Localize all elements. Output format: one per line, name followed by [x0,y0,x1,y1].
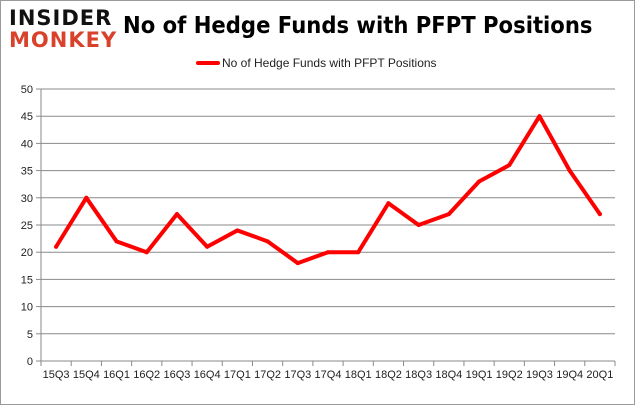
series-line [54,114,602,266]
data-point [477,179,482,184]
data-point [597,212,602,217]
logo-line1: INSIDER [9,6,113,30]
x-tick-label: 19Q3 [526,369,553,381]
y-tick-label: 0 [27,356,33,368]
data-point [144,250,149,255]
data-point [326,250,330,255]
x-tick-label: 16Q3 [163,369,190,381]
x-tick-label: 18Q4 [435,369,462,381]
x-tick-label: 15Q3 [43,369,70,381]
x-tick-label: 17Q3 [284,369,311,381]
y-tick-label: 10 [21,302,33,314]
data-point [114,239,119,244]
x-tick-label: 15Q4 [73,369,100,381]
x-tick-label: 17Q2 [254,369,281,381]
x-tick-label: 16Q4 [194,369,221,381]
x-tick-label: 17Q1 [224,369,251,381]
data-point [205,244,210,249]
data-point [265,239,270,244]
y-tick-label: 5 [27,329,33,341]
data-point [416,223,421,227]
insider-monkey-logo: INSIDER MONKEY [9,7,119,57]
x-tick-label: 18Q3 [405,369,432,381]
data-point [507,163,512,168]
y-tick-label: 40 [21,138,33,150]
legend-swatch [196,61,220,65]
x-tick-label: 17Q4 [315,369,342,381]
data-point [235,228,240,233]
x-tick-label: 18Q2 [375,369,402,381]
data-point [386,201,391,206]
data-point [537,114,542,119]
y-tick-label: 15 [21,274,33,286]
y-tick-label: 30 [21,193,33,205]
x-tick-label: 18Q1 [345,369,372,381]
y-tick-label: 50 [21,84,33,96]
data-point [174,212,179,217]
x-tick-label: 19Q4 [556,369,583,381]
y-tick-label: 25 [21,220,33,232]
data-point [295,261,300,266]
x-tick-label: 16Q1 [103,369,130,381]
y-tick-label: 20 [21,247,33,259]
chart-title: No of Hedge Funds with PFPT Positions [123,13,593,39]
x-tick-label: 20Q1 [586,369,613,381]
logo-line2: MONKEY [9,28,118,52]
data-point [54,244,59,249]
x-tick-label: 19Q1 [466,369,493,381]
data-point [446,212,451,217]
data-point [84,195,89,200]
y-tick-label: 35 [21,166,33,178]
legend: No of Hedge Funds with PFPT Positions [196,56,437,70]
legend-label: No of Hedge Funds with PFPT Positions [222,56,437,70]
data-point [567,168,572,173]
x-tick-label: 19Q2 [496,369,523,381]
x-tick-label: 16Q2 [133,369,160,381]
y-tick-label: 45 [21,111,33,123]
data-point [356,250,361,255]
